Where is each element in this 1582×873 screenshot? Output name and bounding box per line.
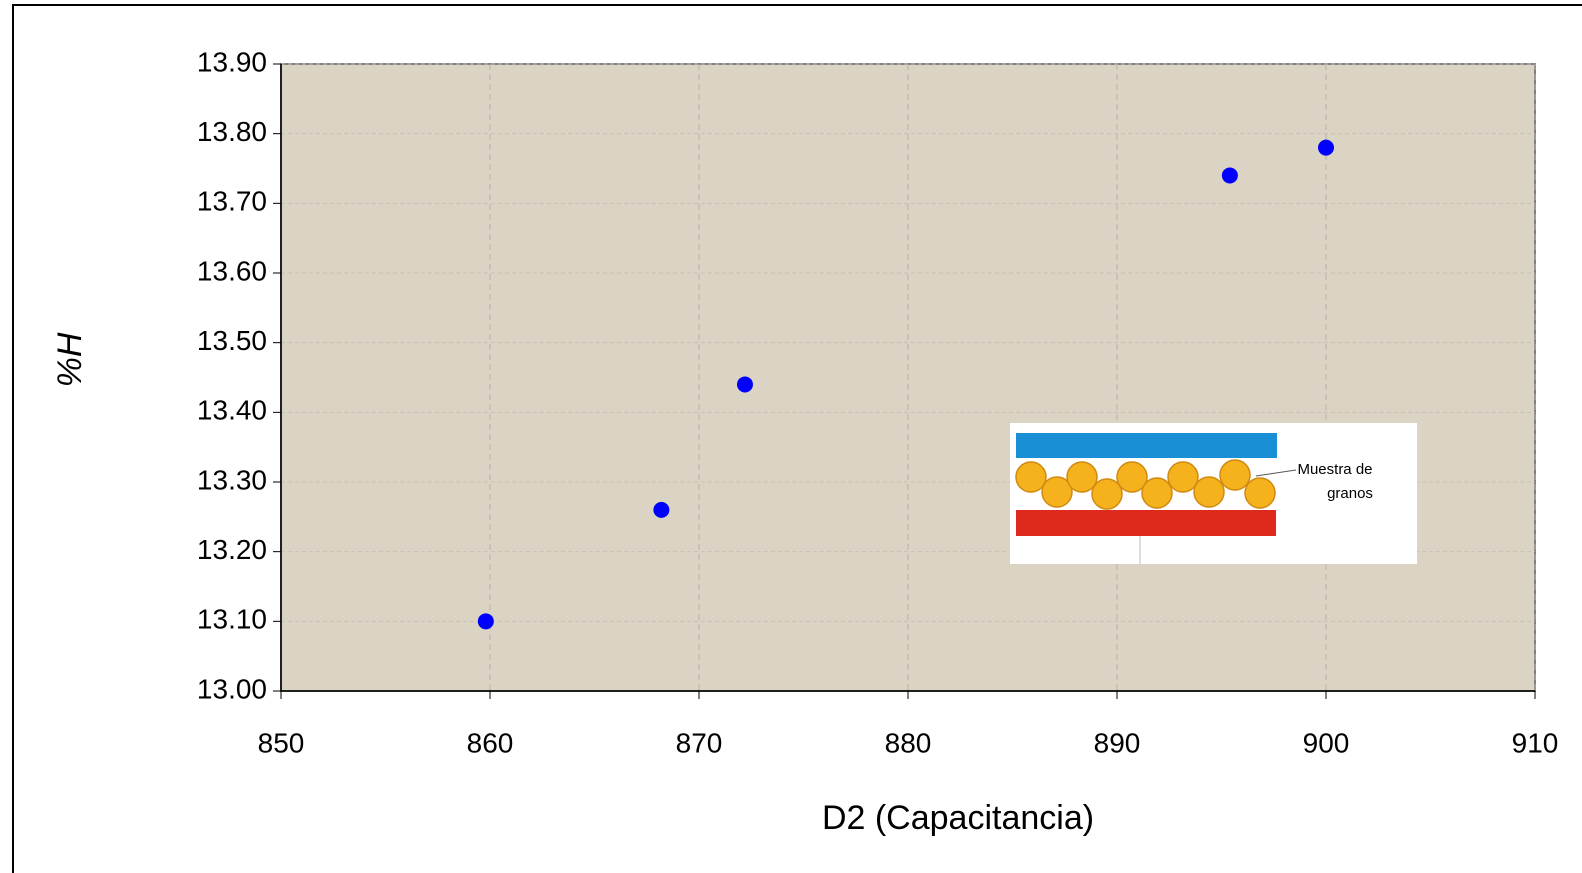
y-tick-label: 13.50 — [197, 325, 267, 356]
inset-image: Muestra de granos — [1010, 423, 1417, 564]
y-tick-label: 13.10 — [197, 604, 267, 635]
inset-label: granos — [1327, 485, 1373, 502]
x-tick-label: 890 — [1094, 727, 1141, 758]
y-tick-label: 13.90 — [197, 46, 267, 77]
scatter-point — [737, 376, 753, 392]
y-tick-label: 13.80 — [197, 116, 267, 147]
y-tick-label: 13.70 — [197, 186, 267, 217]
scatter-point — [653, 502, 669, 518]
scatter-point — [478, 613, 494, 629]
y-tick-label: 13.00 — [197, 673, 267, 704]
x-tick-label: 910 — [1512, 727, 1559, 758]
y-tick-label: 13.40 — [197, 395, 267, 426]
x-tick-label: 880 — [885, 727, 932, 758]
chart: Muestra de granos D2 (Capacitancia) %H 1… — [0, 0, 1582, 873]
x-axis-title: D2 (Capacitancia) — [822, 799, 1094, 837]
x-tick-label: 870 — [676, 727, 723, 758]
x-tick-label: 900 — [1303, 727, 1350, 758]
y-tick-label: 13.20 — [197, 534, 267, 565]
y-tick-label: 13.60 — [197, 255, 267, 286]
inset-plate-bottom — [1016, 510, 1276, 536]
scatter-point — [1318, 140, 1334, 156]
inset-label: Muestra de — [1297, 461, 1372, 478]
x-tick-label: 850 — [258, 727, 305, 758]
y-tick-label: 13.30 — [197, 464, 267, 495]
scatter-point — [1222, 167, 1238, 183]
inset-plate-top — [1016, 433, 1277, 458]
x-tick-label: 860 — [467, 727, 514, 758]
y-axis-title: %H — [51, 332, 89, 387]
